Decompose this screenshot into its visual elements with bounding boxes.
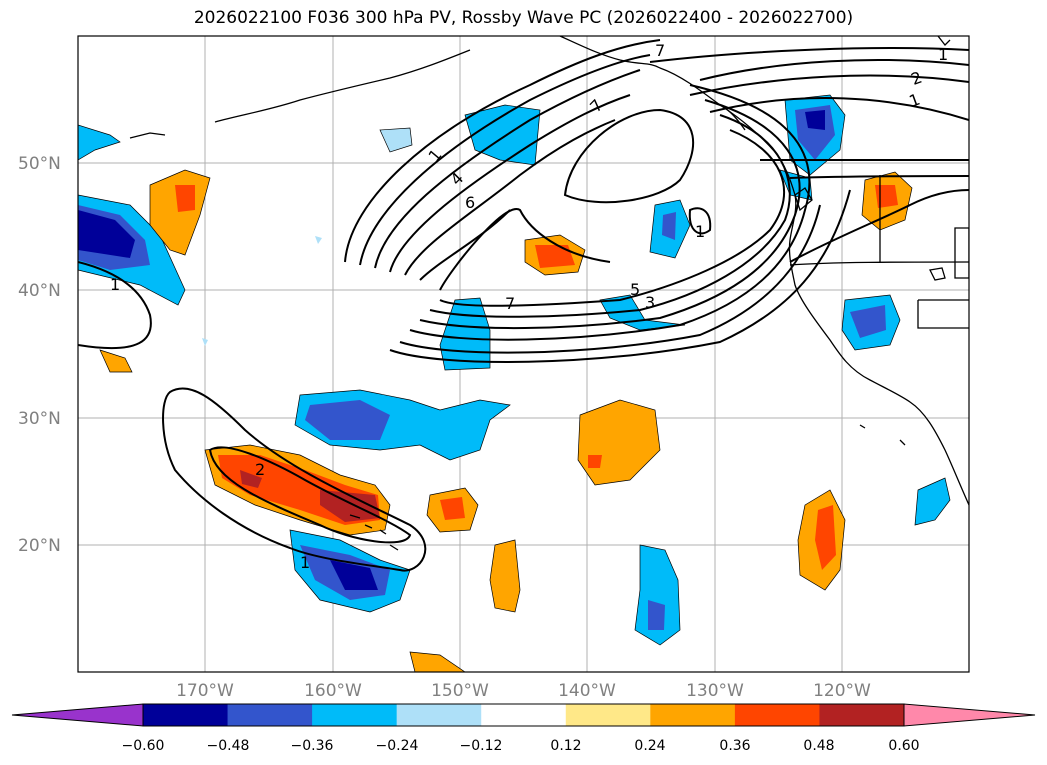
- latitude-labels: 50°N 40°N 30°N 20°N: [18, 154, 61, 556]
- coastlines: [129, 36, 969, 551]
- svg-text:1: 1: [110, 275, 120, 294]
- map-title: 2026022100 F036 300 hPa PV, Rossby Wave …: [193, 8, 854, 28]
- lon-label: 120°W: [813, 681, 871, 701]
- colorbar-ticks: −0.60 −0.48 −0.36 −0.24 −0.12 0.12 0.24 …: [122, 738, 920, 754]
- map-frame: [77, 35, 970, 673]
- colorbar-tick: 0.24: [634, 738, 665, 754]
- lon-label: 160°W: [304, 681, 362, 701]
- colorbar-segment: [734, 704, 820, 726]
- lat-label: 40°N: [18, 281, 61, 301]
- colorbar-segment: [396, 704, 482, 726]
- pv-positive-anomalies: [99, 169, 913, 672]
- svg-text:1: 1: [938, 45, 948, 64]
- colorbar-tick: 0.12: [550, 738, 581, 754]
- colorbar-extend-high: [903, 703, 1036, 727]
- colorbar-segment: [481, 704, 567, 726]
- colorbar-tick: 0.60: [888, 738, 919, 754]
- svg-text:6: 6: [465, 193, 475, 212]
- lon-label: 130°W: [686, 681, 744, 701]
- colorbar: −0.60 −0.48 −0.36 −0.24 −0.12 0.12 0.24 …: [11, 703, 1036, 754]
- svg-text:5: 5: [630, 280, 640, 299]
- colorbar-tick: −0.24: [376, 738, 419, 754]
- colorbar-segment: [143, 704, 229, 726]
- svg-text:7: 7: [655, 41, 665, 60]
- colorbar-tick: −0.48: [207, 738, 250, 754]
- colorbar-segment: [565, 704, 651, 726]
- lon-label: 170°W: [176, 681, 234, 701]
- svg-text:1: 1: [695, 222, 705, 241]
- colorbar-tick: −0.60: [122, 738, 165, 754]
- svg-text:2: 2: [255, 460, 265, 479]
- svg-text:7: 7: [505, 294, 515, 313]
- rossby-contours: [78, 39, 969, 572]
- colorbar-frame: [142, 703, 905, 727]
- colorbar-segment: [819, 704, 905, 726]
- lon-label: 150°W: [431, 681, 489, 701]
- colorbar-segment: [227, 704, 313, 726]
- longitude-labels: 170°W 160°W 150°W 140°W 130°W 120°W: [176, 681, 871, 701]
- lat-label: 50°N: [18, 154, 61, 174]
- colorbar-segment: [312, 704, 398, 726]
- pv-negative-anomalies: [78, 94, 951, 646]
- svg-text:1: 1: [300, 553, 310, 572]
- lat-label: 30°N: [18, 409, 61, 429]
- colorbar-segment: [650, 704, 736, 726]
- svg-text:3: 3: [645, 293, 655, 312]
- colorbar-tick: 0.48: [803, 738, 834, 754]
- lon-label: 140°W: [558, 681, 616, 701]
- contour-labels: 1 4 6 7 7 5 3 1 1 2 1 7 1 2 1: [110, 41, 948, 572]
- colorbar-tick: −0.36: [291, 738, 334, 754]
- colorbar-segments: [143, 704, 905, 726]
- lat-label: 20°N: [18, 536, 61, 556]
- colorbar-extend-low: [11, 703, 144, 727]
- colorbar-tick: 0.36: [719, 738, 750, 754]
- colorbar-tick: −0.12: [460, 738, 503, 754]
